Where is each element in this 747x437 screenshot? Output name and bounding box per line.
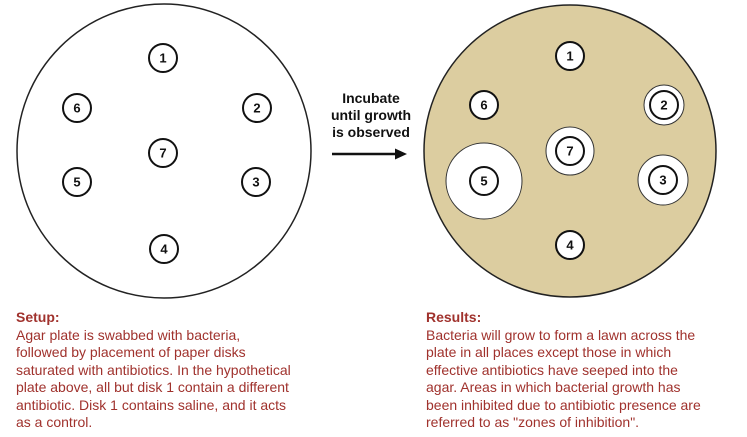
disk-6-label: 6 [73,101,80,116]
disk-2-label: 2 [660,98,667,113]
plate-before-disk-2: 2 [242,93,272,123]
plate-after-disk-3: 3 [648,165,678,195]
plate-after-disk-6: 6 [469,90,499,120]
incubate-arrow: Incubate until growth is observed [331,90,411,160]
plate-before-disk-6: 6 [62,93,92,123]
setup-line-3: saturated with antibiotics. In the hypot… [16,361,291,378]
plate-after-disk-5: 5 [469,166,499,196]
disk-3-label: 3 [252,175,259,190]
results-body: Bacteria will grow to form a lawn across… [426,327,741,432]
disk-6-paper [62,93,92,123]
plate-before-disk-1: 1 [148,43,178,73]
disk-2-label: 2 [253,101,260,116]
disk-6-paper [469,90,499,120]
plate-after-disk-1: 1 [555,41,585,71]
disk-4-paper [555,230,585,260]
setup-line-1: Agar plate is swabbed with bacteria, [16,326,241,343]
setup-title: Setup: [16,309,60,325]
plate-after: 1 2 3 4 5 6 7 [423,4,717,298]
arrow-text-line-3: is observed [332,124,410,140]
disk-diffusion-diagram: 1 2 3 4 5 6 7 Incubate until growth [16,3,717,299]
plate-before-disk-3: 3 [241,167,271,197]
disk-4-label: 4 [160,242,168,257]
results-caption: Results: Bacteria will grow to form a la… [426,309,741,432]
plate-before-disk-7: 7 [148,138,178,168]
setup-caption: Setup: Agar plate is swabbed with bacter… [16,309,381,432]
setup-line-5: antibiotic. Disk 1 contains saline, and … [16,396,287,413]
arrow-text-line-2: until growth [331,107,411,123]
disk-2-paper [649,90,679,120]
disk-7-paper [148,138,178,168]
results-line-1: Bacteria will grow to form a lawn across… [426,326,696,343]
setup-body: Agar plate is swabbed with bacteria, fol… [16,327,381,432]
plate-before: 1 2 3 4 5 6 7 [16,3,312,299]
arrow-text-line-1: Incubate [342,90,400,106]
plate-before-disk-5: 5 [62,167,92,197]
disk-1-paper [555,41,585,71]
disk-6-label: 6 [480,98,487,113]
disk-7-label: 7 [566,144,573,159]
disk-1-paper [148,43,178,73]
setup-line-2: followed by placement of paper disks [16,344,246,360]
disk-5-label: 5 [73,175,80,190]
disk-4-paper [149,234,179,264]
results-line-4: agar. Areas in which bacterial growth ha… [426,379,681,395]
setup-line-6: as a control. [16,414,93,430]
results-line-6: referred to as "zones of inhibition". [426,414,640,430]
plate-before-disk-4: 4 [149,234,179,264]
disk-5-paper [469,166,499,196]
disk-5-paper [62,167,92,197]
results-title: Results: [426,309,482,325]
setup-line-4: plate above, all but disk 1 contain a di… [16,379,289,395]
disk-7-paper [555,136,585,166]
disk-1-label: 1 [159,51,166,66]
results-line-5: been inhibited due to antibiotic presenc… [426,396,701,413]
disk-3-paper [241,167,271,197]
arrow-head-icon [395,148,407,160]
plate-after-disk-2: 2 [649,90,679,120]
disk-3-label: 3 [659,173,666,188]
disk-1-label: 1 [566,49,573,64]
plate-after-disk-4: 4 [555,230,585,260]
disk-5-label: 5 [480,174,487,189]
disk-2-paper [242,93,272,123]
results-line-2: plate in all places except those in whic… [426,344,672,360]
results-line-3: effective antibiotics have seeped into t… [426,361,678,378]
disk-4-label: 4 [566,238,574,253]
plate-after-disk-7: 7 [555,136,585,166]
disk-7-label: 7 [159,146,166,161]
disk-3-paper [648,165,678,195]
